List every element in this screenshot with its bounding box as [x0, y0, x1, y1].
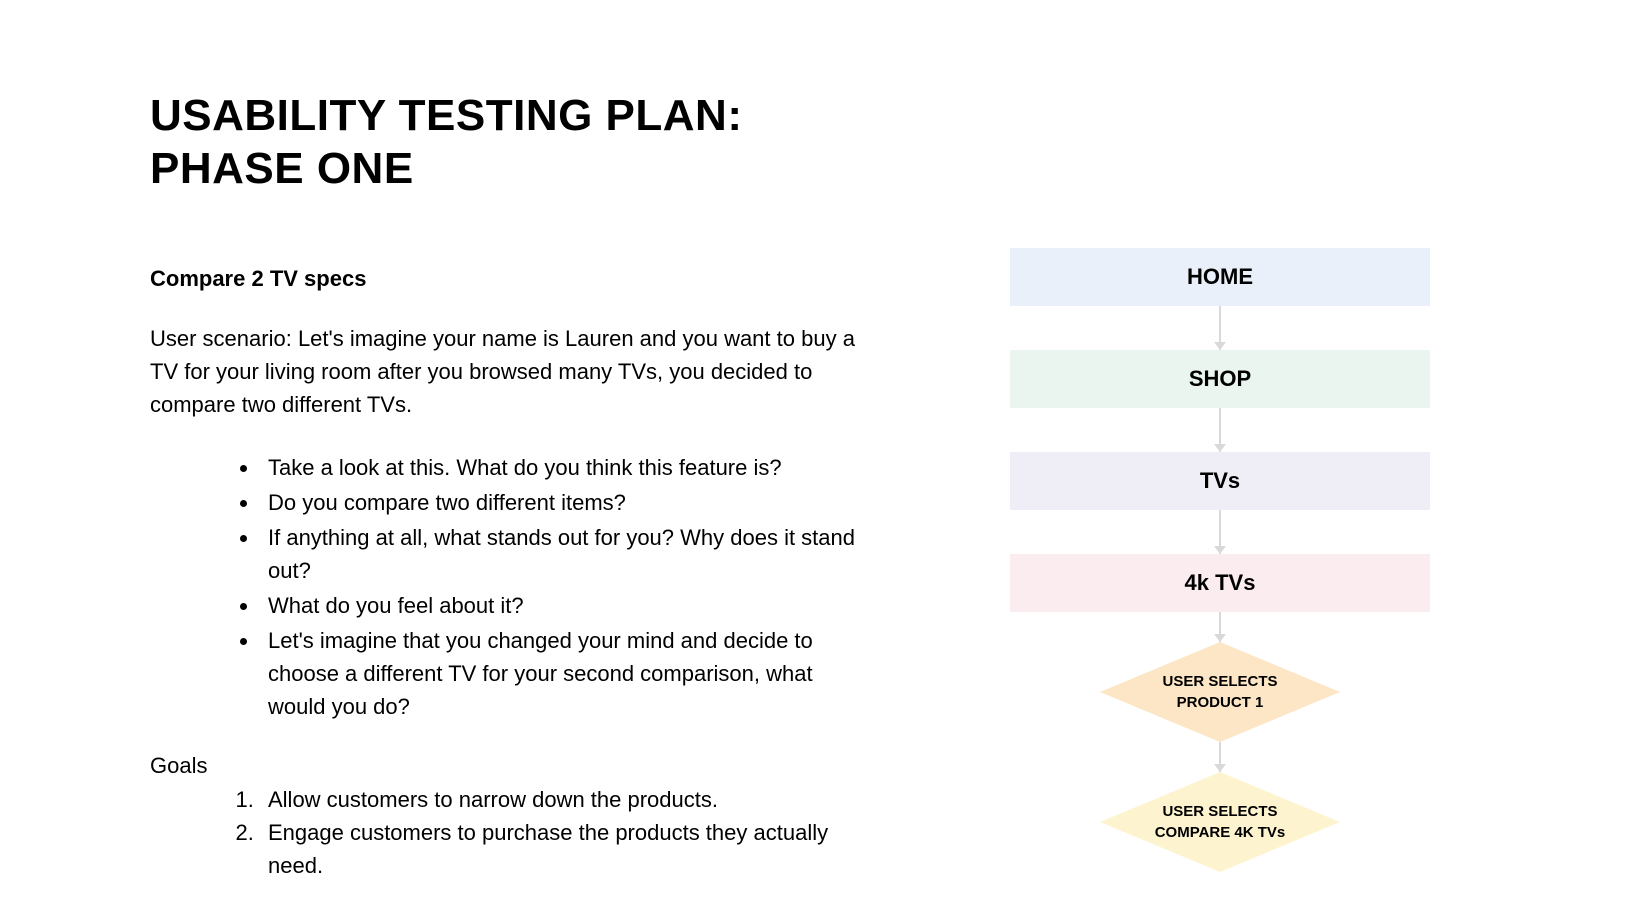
title-line-1: USABILITY TESTING PLAN:: [150, 91, 742, 140]
flow-arrow: [1219, 612, 1221, 642]
flow-arrow: [1219, 742, 1221, 772]
question-item: Do you compare two different items?: [260, 486, 870, 519]
flow-box: SHOP: [1010, 350, 1430, 408]
question-item: If anything at all, what stands out for …: [260, 521, 870, 587]
left-column: USABILITY TESTING PLAN: PHASE ONE Compar…: [150, 90, 910, 882]
flow-arrow: [1219, 306, 1221, 350]
goal-item: Engage customers to purchase the product…: [260, 816, 870, 882]
flow-box: TVs: [1010, 452, 1430, 510]
question-item: What do you feel about it?: [260, 589, 870, 622]
page: USABILITY TESTING PLAN: PHASE ONE Compar…: [0, 0, 1650, 913]
goal-item: Allow customers to narrow down the produ…: [260, 783, 870, 816]
flow-decision: USER SELECTS PRODUCT 1: [1100, 642, 1340, 742]
goals-label: Goals: [150, 753, 910, 779]
flow-decision-label: USER SELECTS PRODUCT 1: [1162, 671, 1277, 713]
page-title: USABILITY TESTING PLAN: PHASE ONE: [150, 90, 910, 196]
flow-arrow: [1219, 408, 1221, 452]
flow-decision-label: USER SELECTS COMPARE 4K TVs: [1155, 801, 1286, 843]
question-item: Let's imagine that you changed your mind…: [260, 624, 870, 723]
flow-arrow: [1219, 510, 1221, 554]
title-line-2: PHASE ONE: [150, 144, 414, 193]
scenario-text: User scenario: Let's imagine your name i…: [150, 322, 870, 421]
flow-box: HOME: [1010, 248, 1430, 306]
flow-decision: USER SELECTS COMPARE 4K TVs: [1100, 772, 1340, 872]
question-item: Take a look at this. What do you think t…: [260, 451, 870, 484]
section-label: Compare 2 TV specs: [150, 266, 910, 292]
flow-box: 4k TVs: [1010, 554, 1430, 612]
question-list: Take a look at this. What do you think t…: [150, 451, 870, 723]
flowchart: HOME SHOP TVs 4k TVs USER SELECTS PRODUCT 1 U…: [1010, 248, 1430, 872]
goals-list: Allow customers to narrow down the produ…: [150, 783, 870, 882]
